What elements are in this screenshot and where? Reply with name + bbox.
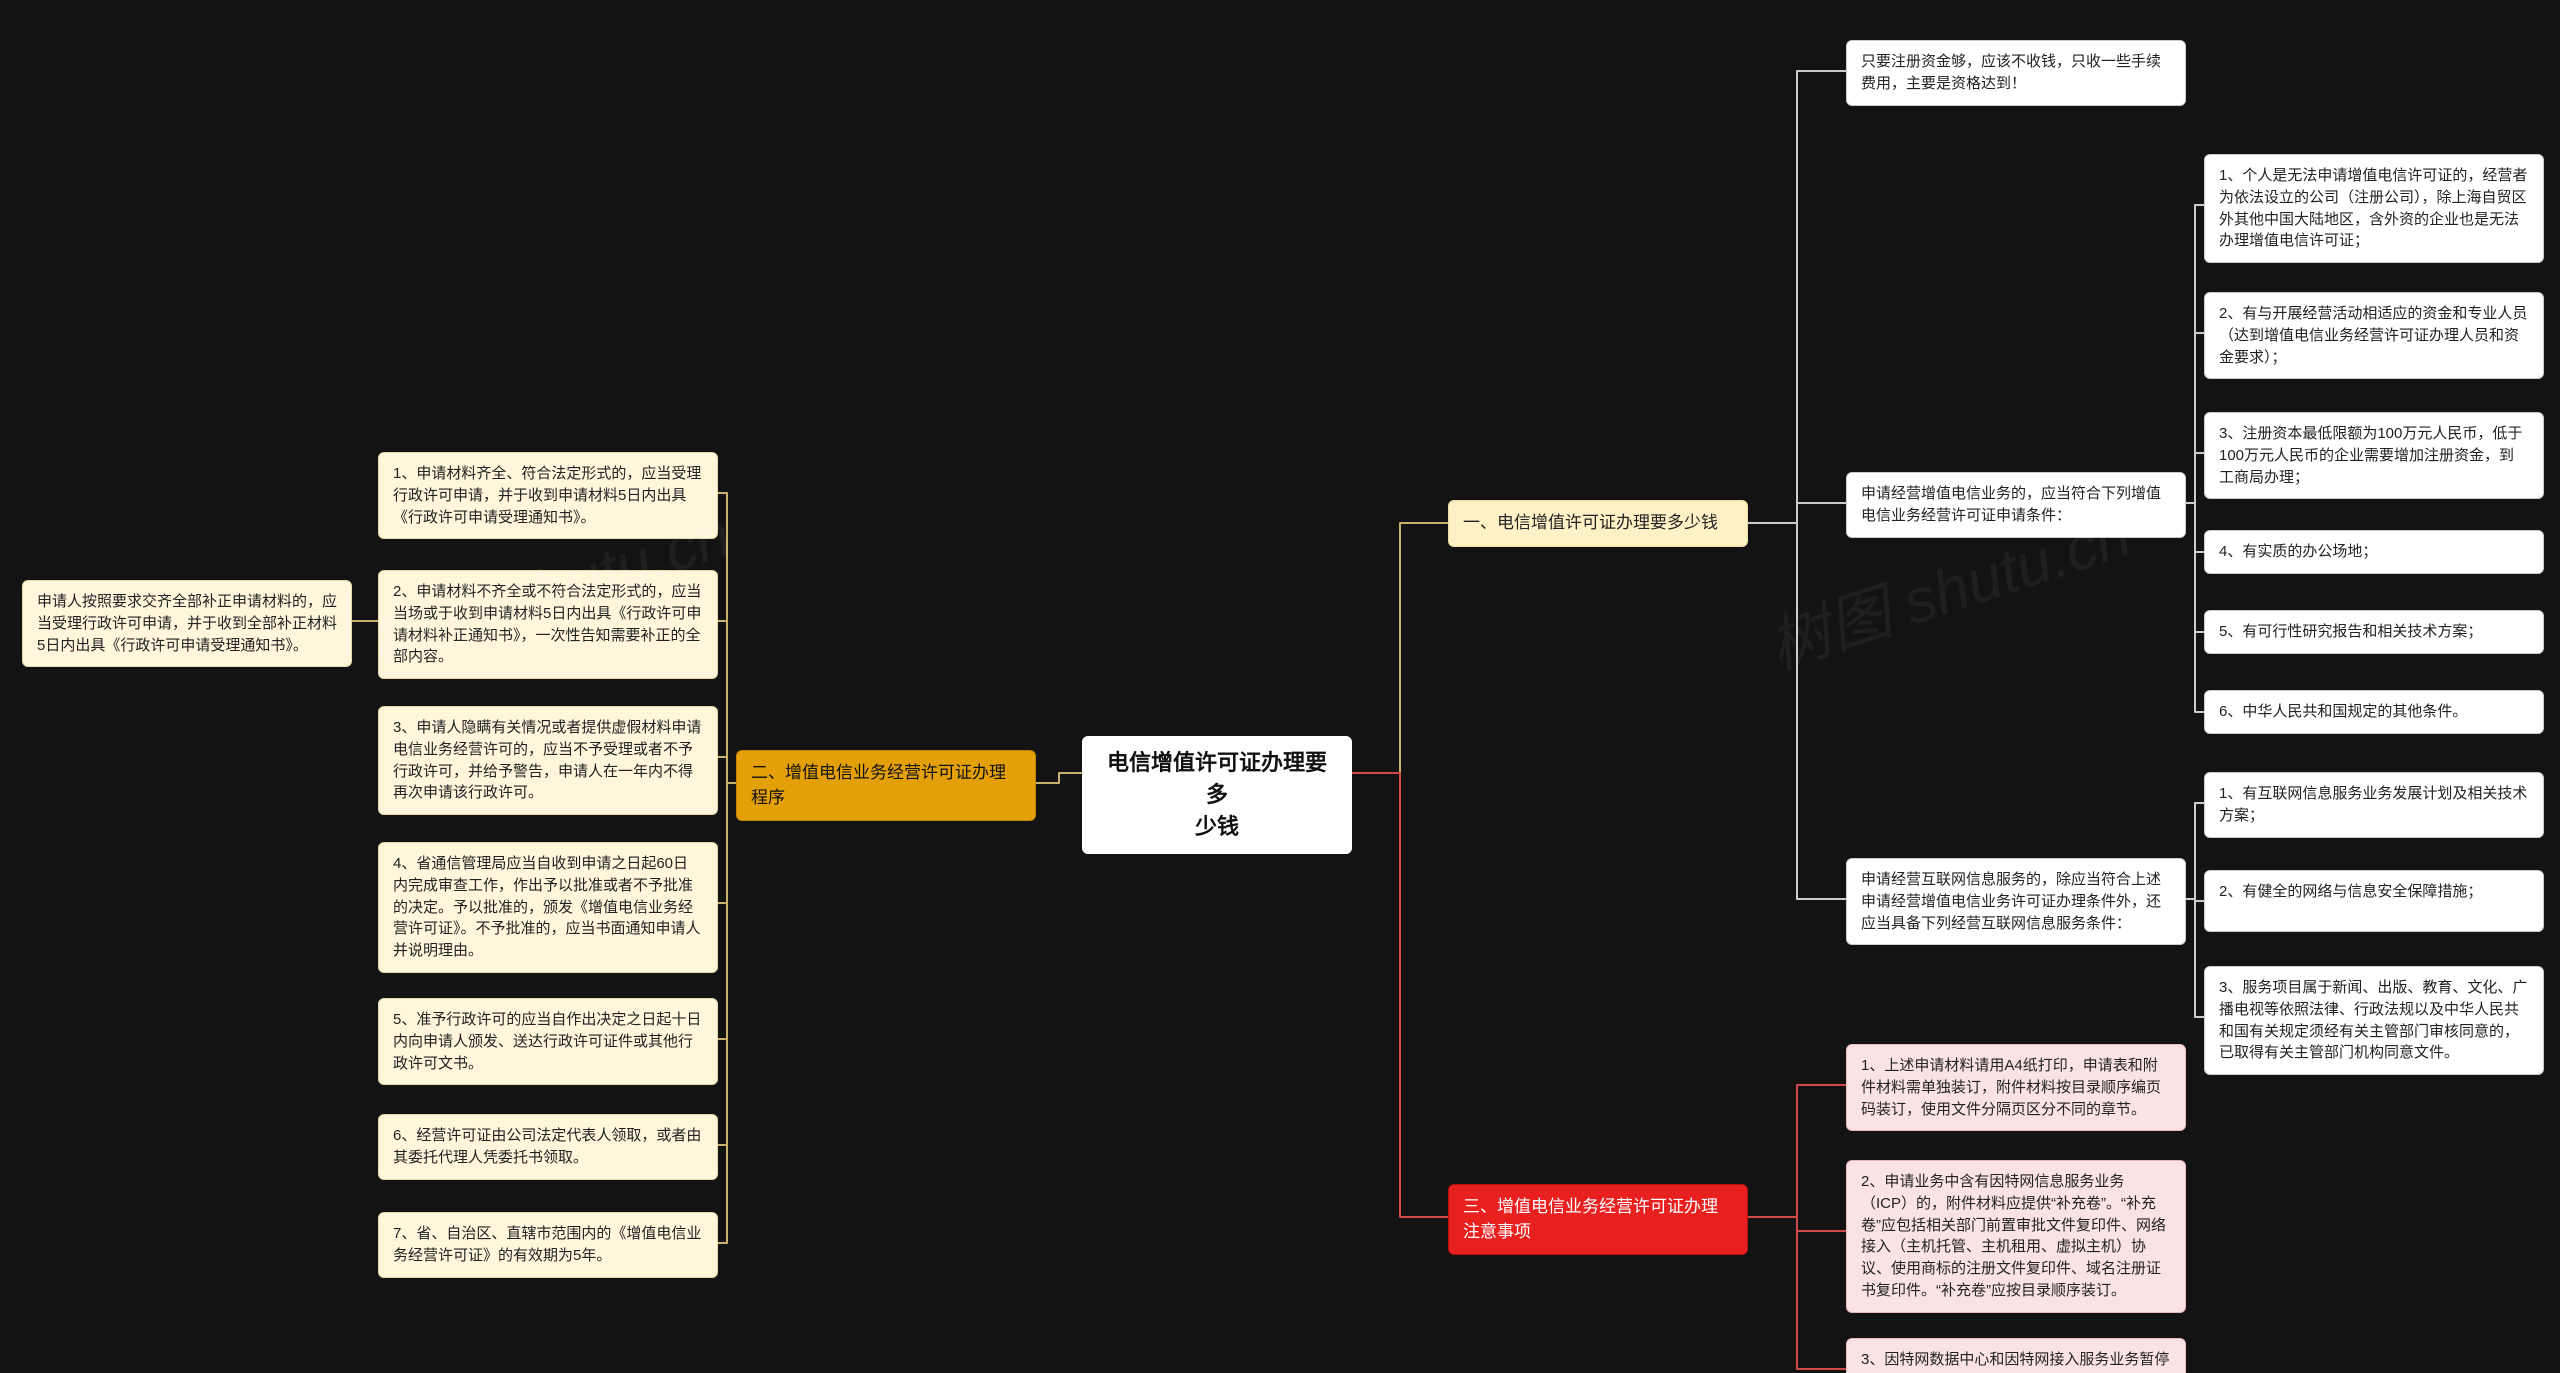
leaf-b2-1[interactable]: 申请人按照要求交齐全部补正申请材料的，应当受理行政许可申请，并于收到全部补正材料… [22,580,352,667]
leaf-a1-6[interactable]: 6、中华人民共和国规定的其他条件。 [2204,690,2544,734]
leaf-b5[interactable]: 5、准予行政许可的应当自作出决定之日起十日内向申请人颁发、送达行政许可证件或其他… [378,998,718,1085]
leaf-c2[interactable]: 2、申请业务中含有因特网信息服务业务（ICP）的，附件材料应提供“补充卷”。“补… [1846,1160,2186,1313]
leaf-a1-4[interactable]: 4、有实质的办公场地； [2204,530,2544,574]
leaf-a1-3[interactable]: 3、注册资本最低限额为100万元人民币，低于100万元人民币的企业需要增加注册资… [2204,412,2544,499]
root-node[interactable]: 电信增值许可证办理要多少钱 [1082,736,1352,854]
leaf-a1-5[interactable]: 5、有可行性研究报告和相关技术方案； [2204,610,2544,654]
branch-c[interactable]: 三、增值电信业务经营许可证办理注意事项 [1448,1184,1748,1255]
leaf-b6[interactable]: 6、经营许可证由公司法定代表人领取，或者由其委托代理人凭委托书领取。 [378,1114,718,1180]
leaf-a2[interactable]: 申请经营互联网信息服务的，除应当符合上述申请经营增值电信业务许可证办理条件外，还… [1846,858,2186,945]
leaf-a1-1[interactable]: 1、个人是无法申请增值电信许可证的，经营者为依法设立的公司（注册公司），除上海自… [2204,154,2544,263]
leaf-a2-3[interactable]: 3、服务项目属于新闻、出版、教育、文化、广播电视等依照法律、行政法规以及中华人民… [2204,966,2544,1075]
leaf-a2-2[interactable]: 2、有健全的网络与信息安全保障措施； [2204,870,2544,932]
leaf-c3[interactable]: 3、因特网数据中心和因特网接入服务业务暂停受理。 [1846,1338,2186,1373]
leaf-c1[interactable]: 1、上述申请材料请用A4纸打印，申请表和附件材料需单独装订，附件材料按目录顺序编… [1846,1044,2186,1131]
leaf-b4[interactable]: 4、省通信管理局应当自收到申请之日起60日内完成审查工作，作出予以批准或者不予批… [378,842,718,973]
leaf-a2-1[interactable]: 1、有互联网信息服务业务发展计划及相关技术方案； [2204,772,2544,838]
leaf-a1-2[interactable]: 2、有与开展经营活动相适应的资金和专业人员（达到增值电信业务经营许可证办理人员和… [2204,292,2544,379]
leaf-a0[interactable]: 只要注册资金够，应该不收钱，只收一些手续费用，主要是资格达到！ [1846,40,2186,106]
branch-b[interactable]: 二、增值电信业务经营许可证办理程序 [736,750,1036,821]
mindmap-canvas: 电信增值许可证办理要多少钱 一、电信增值许可证办理要多少钱 只要注册资金够，应该不收… [0,0,2560,1373]
leaf-b3[interactable]: 3、申请人隐瞒有关情况或者提供虚假材料申请电信业务经营许可的，应当不予受理或者不… [378,706,718,815]
leaf-b7[interactable]: 7、省、自治区、直辖市范围内的《增值电信业务经营许可证》的有效期为5年。 [378,1212,718,1278]
branch-a[interactable]: 一、电信增值许可证办理要多少钱 [1448,500,1748,547]
